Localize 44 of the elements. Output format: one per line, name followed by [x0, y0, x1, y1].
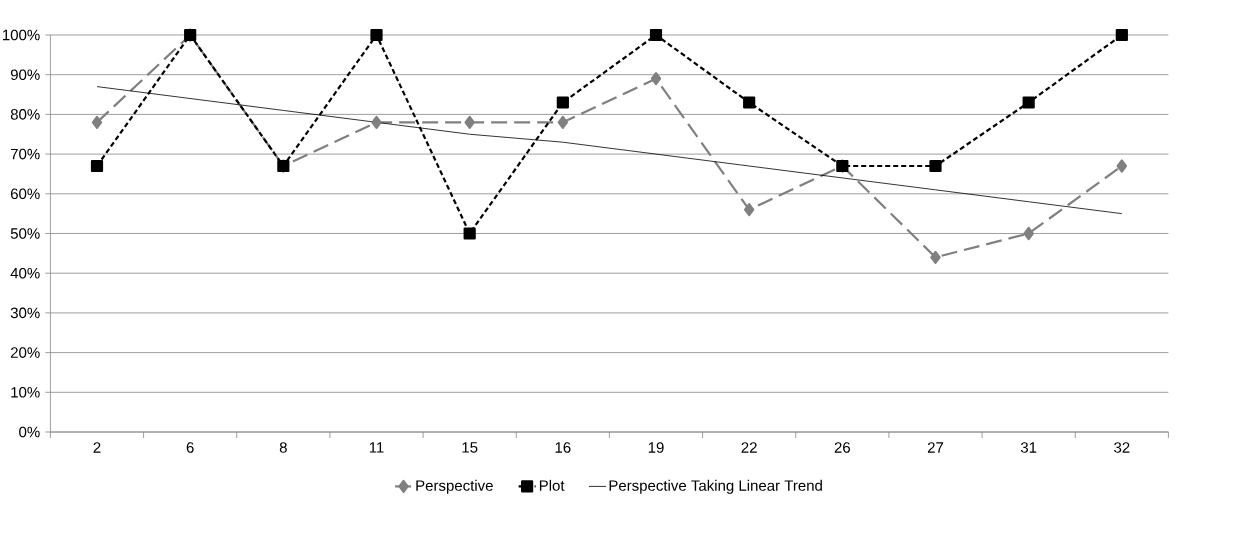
legend-label: Perspective Taking Linear Trend: [609, 479, 822, 494]
x-tick-label: 27: [927, 442, 944, 453]
point: [1022, 96, 1035, 109]
point: [650, 72, 662, 86]
point: [1023, 226, 1034, 241]
x-tick-label: 2: [93, 442, 101, 453]
point: [370, 28, 383, 42]
point: [90, 159, 104, 173]
x-tick-label: 22: [741, 442, 757, 453]
x-tick-label: 15: [462, 442, 478, 453]
legend-label: Perspective: [416, 479, 493, 494]
x-tick-label: 11: [369, 442, 384, 453]
point: [930, 250, 941, 264]
y-tick-label: 40%: [10, 267, 40, 279]
legend-label: Plot: [539, 479, 565, 491]
point: [371, 115, 382, 129]
y-tick-label: 60%: [10, 188, 40, 200]
y-tick-label: 70%: [10, 148, 40, 160]
y-tick-label: 80%: [10, 109, 40, 120]
y-tick-label: 0%: [19, 426, 40, 438]
y-tick-label: 10%: [11, 386, 40, 398]
point: [1115, 28, 1128, 42]
y-tick-label: 30%: [10, 307, 40, 319]
x-tick-label: 31: [1020, 442, 1037, 453]
point: [556, 96, 569, 109]
x-tick-label: 32: [1114, 442, 1130, 453]
x-tick-label: 8: [279, 442, 287, 453]
point: [464, 115, 475, 129]
y-tick-label: 20%: [10, 347, 40, 358]
point: [1116, 159, 1128, 173]
point: [929, 159, 942, 173]
x-tick-label: 19: [648, 442, 664, 453]
point: [649, 28, 663, 42]
y-tick-label: 100%: [2, 29, 40, 41]
y-tick-label: 50%: [10, 228, 40, 239]
x-tick-label: 6: [186, 442, 194, 453]
point: [557, 115, 569, 129]
y-tick-label: 90%: [10, 69, 40, 80]
x-tick-label: 26: [834, 442, 851, 453]
point: [743, 96, 756, 109]
point: [91, 115, 103, 129]
point: [743, 203, 755, 217]
x-tick-label: 16: [555, 442, 571, 453]
point: [463, 227, 476, 240]
